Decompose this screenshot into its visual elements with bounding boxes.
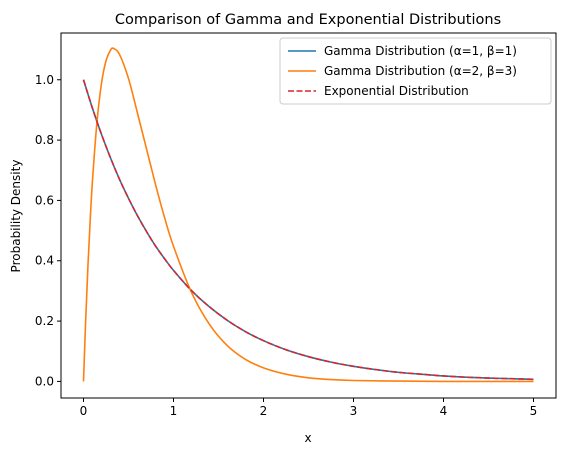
y-tick-label: 1.0 bbox=[35, 73, 54, 87]
y-axis: 0.0 0.2 0.4 0.6 0.8 1.0 bbox=[35, 73, 61, 388]
x-tick-label: 2 bbox=[260, 404, 268, 418]
plot-area bbox=[82, 47, 534, 383]
series-line-2 bbox=[82, 47, 534, 383]
y-tick-label: 0.2 bbox=[35, 314, 54, 328]
legend-label-2: Gamma Distribution (α=2, β=3) bbox=[324, 64, 517, 78]
legend-box bbox=[279, 37, 552, 105]
y-tick-label: 0.0 bbox=[35, 374, 54, 388]
chart-title: Comparison of Gamma and Exponential Dist… bbox=[115, 12, 501, 28]
series-line-1 bbox=[82, 79, 534, 381]
y-tick-label: 0.8 bbox=[35, 133, 54, 147]
y-tick-label: 0.6 bbox=[35, 193, 54, 207]
x-tick-label: 3 bbox=[350, 404, 358, 418]
x-axis: 0 1 2 3 4 5 bbox=[80, 398, 538, 418]
legend-label-1: Gamma Distribution (α=1, β=1) bbox=[324, 44, 517, 58]
x-tick-label: 1 bbox=[170, 404, 178, 418]
legend: Gamma Distribution (α=1, β=1) Gamma Distr… bbox=[279, 37, 552, 105]
x-tick-label: 5 bbox=[530, 404, 538, 418]
series-line-3 bbox=[82, 79, 534, 381]
x-tick-label: 4 bbox=[440, 404, 448, 418]
axes-frame bbox=[60, 32, 557, 399]
y-tick-label: 0.4 bbox=[35, 254, 54, 268]
x-axis-label: x bbox=[304, 431, 311, 445]
legend-label-3: Exponential Distribution bbox=[324, 84, 469, 98]
y-axis-label: Probability Density bbox=[9, 160, 23, 273]
x-tick-label: 0 bbox=[80, 404, 88, 418]
